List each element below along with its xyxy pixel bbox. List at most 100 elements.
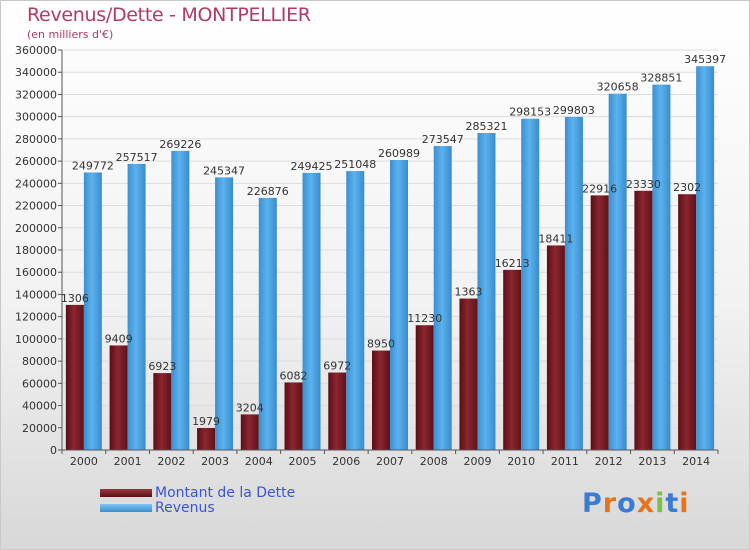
bar-dette xyxy=(678,194,697,450)
logo-letter: P xyxy=(582,488,603,519)
data-label-revenus: 320658 xyxy=(597,81,639,94)
bar-dette xyxy=(503,269,522,450)
bar-revenus xyxy=(346,171,365,450)
chart-title: Revenus/Dette - MONTPELLIER xyxy=(27,4,311,26)
data-label-dette: 8950 xyxy=(367,338,395,351)
x-tick-label: 2005 xyxy=(289,455,317,468)
bar-dette xyxy=(459,298,478,450)
y-tick-label: 320000 xyxy=(15,88,57,101)
x-tick-label: 2008 xyxy=(420,455,448,468)
bar-dette xyxy=(197,428,216,450)
bar-revenus xyxy=(215,177,234,451)
axes: 0 20000 40000 60000 80000 100000 120000 140000 1… xyxy=(15,44,719,468)
bar-dette xyxy=(65,304,84,450)
data-label-dette: 18411 xyxy=(538,232,573,245)
data-label-dette: 3204 xyxy=(236,401,264,414)
bar-revenus xyxy=(608,93,627,451)
x-tick-label: 2012 xyxy=(595,455,623,468)
bar-dette xyxy=(328,372,347,450)
y-tick-label: 280000 xyxy=(15,133,57,146)
y-tick-label: 360000 xyxy=(15,44,57,57)
legend-label-revenus: Revenus xyxy=(155,500,215,516)
data-label-dette: 1306 xyxy=(61,292,89,305)
data-label-dette: 23330 xyxy=(626,178,661,191)
data-label-revenus: 251048 xyxy=(334,158,376,171)
x-tick-label: 2000 xyxy=(70,455,98,468)
logo-letter: r xyxy=(602,488,618,519)
data-label-revenus: 260989 xyxy=(378,147,420,160)
y-tick-label: 200000 xyxy=(15,222,57,235)
bar-dette xyxy=(634,190,653,450)
data-label-dette: 16213 xyxy=(495,257,530,270)
bar-revenus xyxy=(127,163,146,450)
data-label-dette: 1363 xyxy=(454,286,482,299)
bar-revenus xyxy=(652,84,671,451)
data-label-revenus: 273547 xyxy=(422,133,464,146)
data-label-revenus: 345397 xyxy=(684,53,726,66)
bar-revenus xyxy=(258,197,277,450)
x-tick-label: 2006 xyxy=(332,455,360,468)
x-tick-label: 2004 xyxy=(245,455,273,468)
y-tick-label: 140000 xyxy=(15,288,57,301)
x-tick-label: 2013 xyxy=(638,455,666,468)
data-label-revenus: 299803 xyxy=(553,104,595,117)
data-label-revenus: 285321 xyxy=(465,120,507,133)
data-label-revenus: 245347 xyxy=(203,164,245,177)
y-tick-label: 0 xyxy=(50,444,57,457)
bar-dette xyxy=(372,350,390,450)
bar-dette xyxy=(546,245,565,450)
bar-revenus xyxy=(171,150,190,451)
x-tick-label: 2011 xyxy=(551,455,579,468)
bar-dette xyxy=(415,325,434,450)
bar-revenus xyxy=(83,172,102,450)
bar-revenus xyxy=(302,172,321,450)
bar-dette xyxy=(284,382,303,450)
y-tick-label: 120000 xyxy=(15,311,57,324)
logo-letter: t xyxy=(665,488,680,519)
data-label-revenus: 249425 xyxy=(291,160,333,173)
chart-subtitle: (en milliers d'€) xyxy=(27,28,114,41)
data-label-dette: 11230 xyxy=(407,312,442,325)
y-tick-label: 160000 xyxy=(15,266,57,279)
y-tick-label: 80000 xyxy=(22,355,57,368)
legend-swatch-revenus xyxy=(100,504,152,512)
bars xyxy=(65,66,715,451)
logo-letter: i xyxy=(679,488,690,519)
y-tick-label: 340000 xyxy=(15,66,57,79)
x-tick-label: 2009 xyxy=(463,455,491,468)
y-tick-label: 40000 xyxy=(22,400,57,413)
proxiti-logo: Proxiti xyxy=(582,488,690,519)
data-label-dette: 6923 xyxy=(148,360,176,373)
y-tick-label: 20000 xyxy=(22,422,57,435)
legend-label-dette: Montant de la Dette xyxy=(155,485,296,501)
logo-letter: i xyxy=(655,488,666,519)
data-label-revenus: 249772 xyxy=(72,159,114,172)
bar-dette xyxy=(153,373,172,450)
bar-revenus xyxy=(521,118,540,451)
data-label-revenus: 328851 xyxy=(640,72,682,85)
bar-revenus xyxy=(477,132,496,450)
data-label-revenus: 226876 xyxy=(247,185,289,198)
y-tick-label: 220000 xyxy=(15,200,57,213)
bar-dette xyxy=(240,414,259,450)
logo-letter: x xyxy=(636,488,656,519)
x-tick-label: 2003 xyxy=(201,455,229,468)
logo-letter: o xyxy=(617,488,637,519)
y-tick-label: 300000 xyxy=(15,111,57,124)
data-label-dette: 9409 xyxy=(105,332,133,345)
x-tick-label: 2001 xyxy=(114,455,142,468)
data-label-revenus: 257517 xyxy=(116,151,158,164)
y-tick-label: 180000 xyxy=(15,244,57,257)
data-labels: 1306 249772 9409 257517 6923 269226 1979 245347… xyxy=(61,53,726,428)
y-tick-label: 240000 xyxy=(15,177,57,190)
data-label-dette: 2302 xyxy=(673,181,701,194)
data-label-dette: 6972 xyxy=(323,360,351,373)
data-label-revenus: 298153 xyxy=(509,106,551,119)
data-label-dette: 1979 xyxy=(192,415,220,428)
bar-revenus xyxy=(390,160,408,451)
data-label-revenus: 269226 xyxy=(159,138,201,151)
data-label-dette: 6082 xyxy=(280,369,308,382)
bar-dette xyxy=(109,345,128,450)
y-tick-label: 100000 xyxy=(15,333,57,346)
